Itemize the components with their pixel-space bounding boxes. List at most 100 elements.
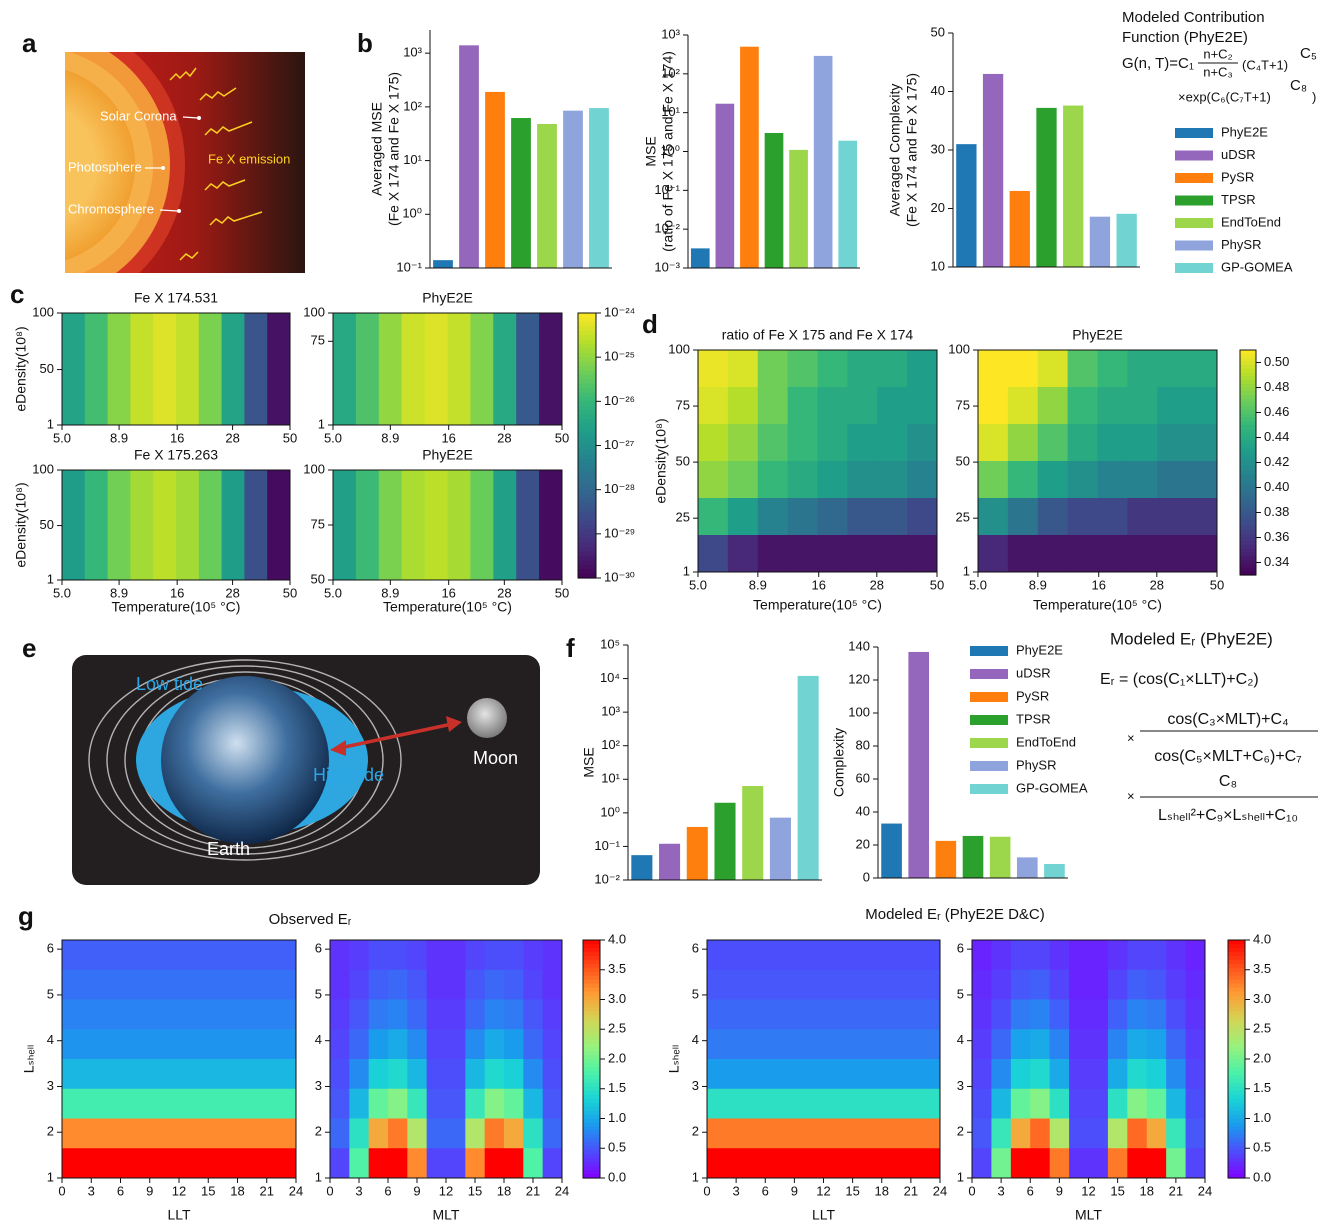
y-tick-label: 10⁻¹ (594, 838, 620, 853)
colorbar-segment (1228, 1114, 1245, 1120)
heatmap-cell (516, 313, 540, 425)
y-tick-label: 5 (315, 986, 322, 1001)
x-tick-label: 0 (326, 1183, 333, 1198)
label: Low tide (136, 674, 203, 694)
colorbar-segment (1240, 368, 1256, 374)
y-tick-label: 1 (692, 1169, 699, 1184)
colorbar-tick-label: 4.0 (608, 931, 626, 946)
y-tick-label: 1 (683, 563, 690, 578)
heatmap-cell (707, 999, 940, 1030)
x-tick-label: 24 (933, 1183, 947, 1198)
colorbar-segment (583, 1094, 600, 1100)
heatmap-cell (972, 999, 993, 1030)
heatmap-cell (1146, 940, 1167, 971)
chart-title: Observed Eᵣ (269, 911, 352, 928)
colorbar-segment (1240, 556, 1256, 561)
x-tick-label: 6 (1027, 1183, 1034, 1198)
colorbar-segment (578, 427, 596, 433)
colorbar-segment (583, 1066, 600, 1072)
y-tick-label: 25 (676, 510, 690, 525)
y-tick-label: 50 (931, 24, 945, 39)
colorbar-segment (583, 979, 600, 985)
heatmap-cell (493, 313, 517, 425)
heatmap-cell (978, 498, 1009, 536)
colorbar-tick-label: 0.44 (1264, 429, 1289, 444)
colorbar-segment (1240, 421, 1256, 426)
colorbar-segment (578, 392, 596, 398)
colorbar-segment (1240, 518, 1256, 524)
heatmap-cell (978, 387, 1009, 425)
formula-text: ) (1312, 89, 1316, 104)
y-tick-label: 100 (948, 341, 970, 356)
y-tick-label: 3 (47, 1078, 54, 1093)
colorbar-segment (578, 321, 596, 327)
heatmap-cell (1088, 1059, 1109, 1090)
colorbar-segment (578, 547, 596, 553)
heatmap-cell (267, 470, 290, 580)
colorbar-segment (583, 1055, 600, 1060)
heatmap-cell (727, 535, 759, 572)
heatmap-cell (757, 350, 789, 388)
colorbar-segment (1228, 1015, 1245, 1020)
colorbar-segment (578, 520, 596, 526)
colorbar-segment (1240, 406, 1256, 411)
legend-swatch (1175, 218, 1213, 228)
heatmap-cell (1007, 498, 1039, 536)
heatmap-cell (1185, 1059, 1205, 1090)
heatmap-cell (727, 350, 759, 388)
colorbar-segment (1240, 350, 1256, 355)
heatmap-cell (504, 1059, 524, 1090)
y-tick-label: 10² (661, 65, 680, 80)
heatmap-cell (757, 498, 789, 536)
colorbar-segment (578, 379, 596, 385)
heatmap-cell (244, 313, 268, 425)
heatmap-cell (539, 470, 562, 580)
colorbar-segment (1228, 940, 1245, 945)
colorbar-segment (583, 955, 600, 961)
heatmap-cell (727, 461, 759, 499)
y-axis-label: Averaged Complexity (887, 84, 903, 217)
heatmap-cell (1166, 1059, 1187, 1090)
heatmap-cell (447, 313, 471, 425)
heatmap-cell (1146, 1118, 1167, 1149)
heatmap-cell (698, 350, 729, 388)
y-tick-label: 75 (311, 333, 325, 348)
heatmap-cell (107, 313, 131, 425)
heatmap-cell (355, 313, 380, 425)
heatmap-cell (504, 940, 524, 971)
x-tick-label: 3 (733, 1183, 740, 1198)
y-tick-label: 10 (931, 258, 945, 273)
x-tick-label: 50 (283, 585, 297, 600)
colorbar-segment (1240, 440, 1256, 445)
heatmap-cell (1067, 535, 1099, 572)
heatmap-cell (1069, 1118, 1090, 1149)
colorbar-tick-label: 0.34 (1264, 554, 1289, 569)
heatmap-cell (727, 387, 759, 425)
heatmap-cell (1010, 1088, 1031, 1120)
y-tick-label: 10² (403, 98, 422, 113)
colorbar-segment (1240, 563, 1256, 569)
bar (1116, 213, 1137, 267)
heatmap-cell (407, 1059, 428, 1090)
heatmap-cell (1187, 535, 1217, 572)
colorbar-segment (1240, 571, 1256, 576)
heatmap-cell (426, 999, 447, 1030)
formula-text: G(n, T)=C₁ (1122, 55, 1194, 72)
x-tick-label: 18 (230, 1183, 244, 1198)
colorbar-segment (1228, 1150, 1245, 1155)
heatmap-cell (62, 313, 86, 425)
heatmap-cell (1088, 1148, 1109, 1178)
heatmap-cell (1146, 1059, 1167, 1090)
x-tick-label: 21 (904, 1183, 918, 1198)
x-tick-label: 18 (1140, 1183, 1154, 1198)
heatmap-cell (1010, 999, 1031, 1030)
bar (789, 149, 808, 268)
colorbar-segment (1228, 1078, 1245, 1084)
colorbar-segment (1228, 1110, 1245, 1116)
x-tick-label: 0 (968, 1183, 975, 1198)
x-tick-label: 28 (1150, 577, 1164, 592)
x-tick-label: 24 (555, 1183, 569, 1198)
heatmap-cell (1157, 535, 1188, 572)
heatmap-cell (991, 999, 1012, 1030)
y-axis-label: (Fe X 174 and Fe X 175) (386, 72, 402, 226)
